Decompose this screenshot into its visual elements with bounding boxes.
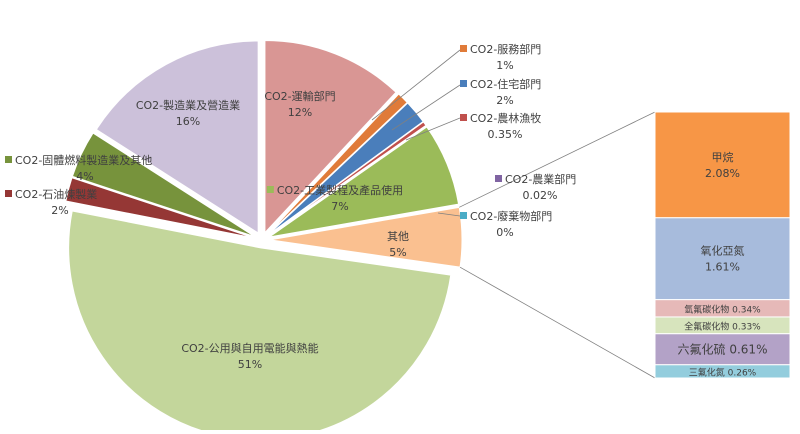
- pie-slice: [71, 132, 256, 238]
- slice-value-label: 4%: [76, 170, 93, 183]
- slice-value-label: 2%: [496, 94, 513, 107]
- slice-value-label: 2%: [51, 204, 68, 217]
- legend-marker: [460, 114, 467, 121]
- legend-marker: [5, 190, 12, 197]
- slice-label: CO2-公用與自用電能與熱能: [181, 341, 318, 355]
- slice-label: CO2-固體燃料製造業及其他: [15, 153, 152, 167]
- slice-value-label: 7%: [331, 200, 348, 213]
- pie-slice: [65, 177, 255, 239]
- slice-value-label: 0.02%: [523, 189, 558, 202]
- legend-marker: [125, 101, 133, 108]
- legend-marker: [495, 175, 502, 182]
- legend-marker: [266, 186, 274, 193]
- slice-label: CO2-農林漁牧: [470, 111, 541, 125]
- legend-marker: [460, 212, 467, 219]
- pie-slice: [95, 40, 259, 234]
- bar-segment: [654, 111, 791, 219]
- pie-slice: [267, 93, 408, 235]
- slice-label: CO2-服務部門: [470, 42, 541, 56]
- legend-marker: [460, 80, 467, 87]
- connector-line: [459, 111, 656, 208]
- slice-label: CO2-石油煉製業: [15, 187, 97, 201]
- leader-line: [371, 49, 461, 121]
- slice-label: CO2-製造業及營造業: [136, 98, 240, 112]
- slice-label: CO2-工業製程及產品使用: [277, 183, 403, 197]
- pie-slice: [269, 206, 463, 268]
- bar-label: 六氟化硫 0.61%: [678, 341, 768, 356]
- slice-label: CO2-農業部門: [505, 172, 576, 186]
- pie-slice: [264, 40, 397, 234]
- pie-slice: [268, 121, 427, 236]
- bar-value-label: 1.61%: [705, 261, 740, 274]
- legend-marker: [460, 45, 467, 52]
- bar-label: 氧化亞氮: [701, 244, 745, 258]
- bar-label: 三氟化氮 0.26%: [689, 366, 757, 378]
- slice-label: 其他: [387, 230, 409, 243]
- legend-marker: [5, 156, 12, 163]
- leader-line: [437, 212, 461, 217]
- bar-label: 全氟碳化物 0.33%: [684, 320, 761, 332]
- pie-slice: [269, 126, 460, 238]
- pie-slice: [269, 205, 460, 240]
- pie-slice: [68, 210, 452, 434]
- slice-value-label: 1%: [496, 59, 513, 72]
- slice-label: CO2-住宅部門: [470, 77, 541, 91]
- slice-value-label: 51%: [238, 358, 262, 371]
- slice-value-label: 0.35%: [488, 128, 523, 141]
- slice-value-label: 0%: [496, 226, 513, 239]
- slice-value-label: 12%: [288, 106, 312, 119]
- leader-line: [391, 84, 461, 131]
- slice-label: CO2-廢棄物部門: [470, 209, 552, 223]
- bar-segment: [654, 333, 791, 366]
- bar-label: 氫氟碳化物 0.34%: [684, 303, 761, 315]
- bar-label: 甲烷: [712, 150, 734, 164]
- slice-value-label: 5%: [389, 246, 406, 259]
- bar-value-label: 2.08%: [705, 167, 740, 180]
- bar-segment: [654, 364, 791, 379]
- leader-line: [405, 117, 461, 141]
- slice-label: CO2-運輸部門: [264, 89, 335, 103]
- bar-segment: [654, 217, 791, 301]
- pie-slice: [267, 102, 424, 236]
- slice-value-label: 16%: [176, 115, 200, 128]
- connector-line: [459, 266, 656, 379]
